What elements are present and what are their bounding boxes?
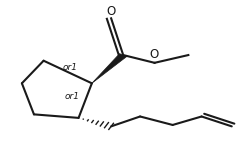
Text: O: O (149, 48, 158, 61)
Text: O: O (107, 5, 116, 18)
Polygon shape (92, 54, 127, 83)
Text: or1: or1 (63, 62, 78, 72)
Text: or1: or1 (65, 92, 80, 101)
